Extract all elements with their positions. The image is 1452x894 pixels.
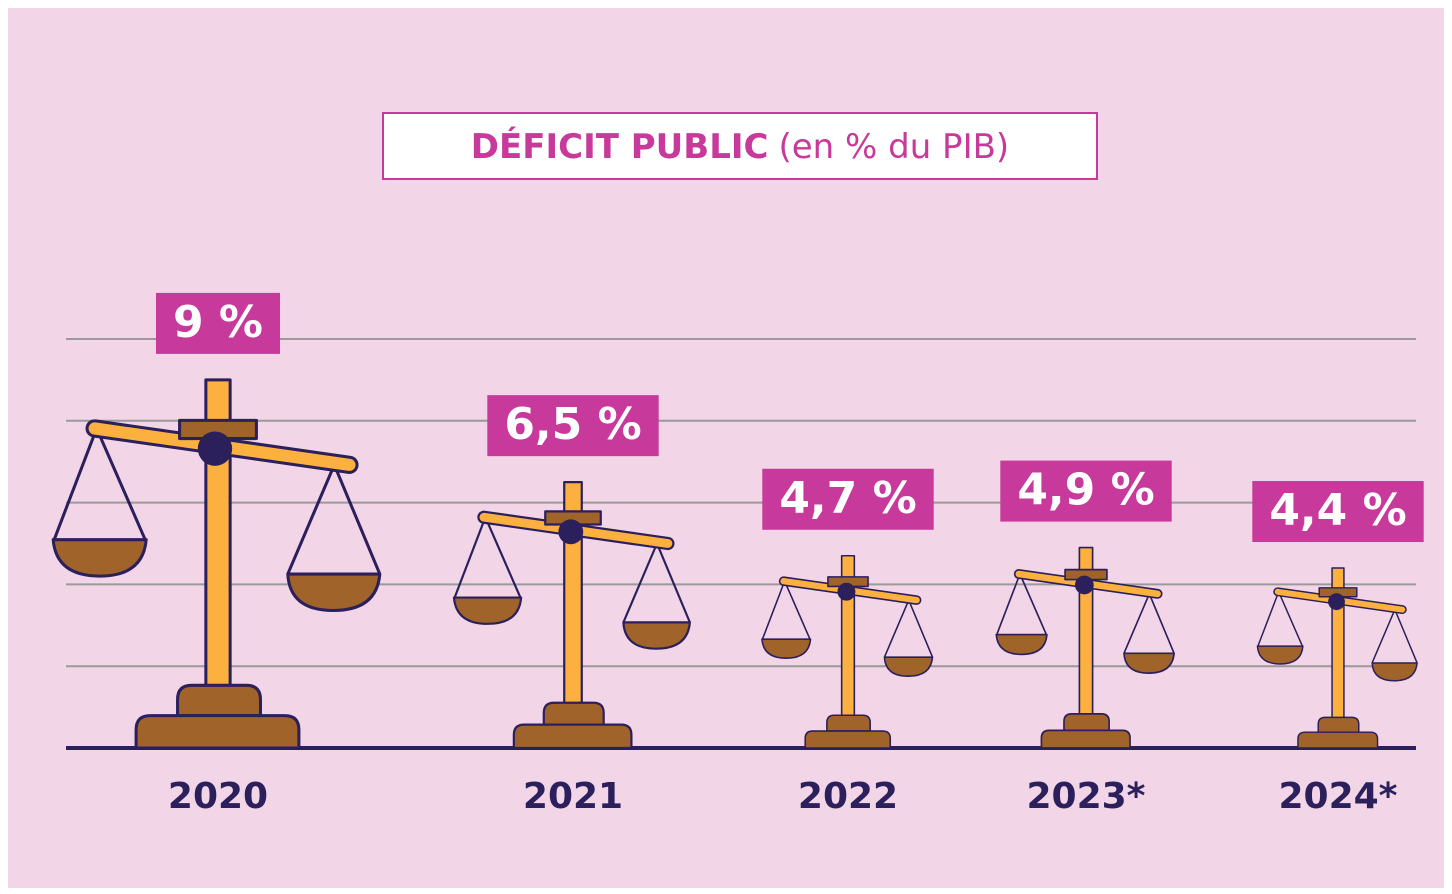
pivot — [198, 431, 232, 465]
title: DÉFICIT PUBLIC(en % du PIB) — [471, 126, 1009, 167]
base-top — [178, 685, 261, 715]
base-top — [1064, 714, 1109, 731]
value-label: 4,4 % — [1269, 485, 1406, 536]
pivot — [837, 583, 855, 601]
x-tick-label: 2022 — [798, 776, 898, 817]
base — [514, 725, 632, 748]
pivot — [1075, 576, 1094, 595]
value-label-group: 4,7 % — [762, 469, 933, 530]
value-label-group: 6,5 % — [487, 395, 658, 456]
pivot — [558, 519, 583, 544]
base-top — [544, 703, 604, 725]
value-label-group: 4,9 % — [1000, 461, 1171, 522]
value-label: 4,9 % — [1017, 465, 1154, 516]
value-label: 4,7 % — [779, 473, 916, 524]
x-tick-label: 2024* — [1278, 776, 1397, 817]
x-tick-label: 2023* — [1026, 776, 1145, 817]
value-label: 9 % — [173, 297, 263, 348]
base — [1041, 730, 1130, 748]
value-label-group: 4,4 % — [1252, 481, 1423, 542]
chart-subtitle: (en % du PIB) — [778, 127, 1009, 167]
base — [1298, 732, 1378, 748]
x-tick-label: 2020 — [168, 776, 268, 817]
base-top — [827, 715, 870, 731]
pivot — [1328, 593, 1345, 610]
base — [805, 731, 890, 748]
base — [136, 716, 299, 748]
x-tick-label: 2021 — [523, 776, 623, 817]
base-top — [1318, 717, 1359, 732]
chart-title: DÉFICIT PUBLIC — [471, 126, 769, 167]
chart: DÉFICIT PUBLIC(en % du PIB) 9 % 2020 6,5 %… — [0, 0, 1452, 894]
value-label-group: 9 % — [156, 293, 280, 354]
value-label: 6,5 % — [504, 399, 641, 450]
